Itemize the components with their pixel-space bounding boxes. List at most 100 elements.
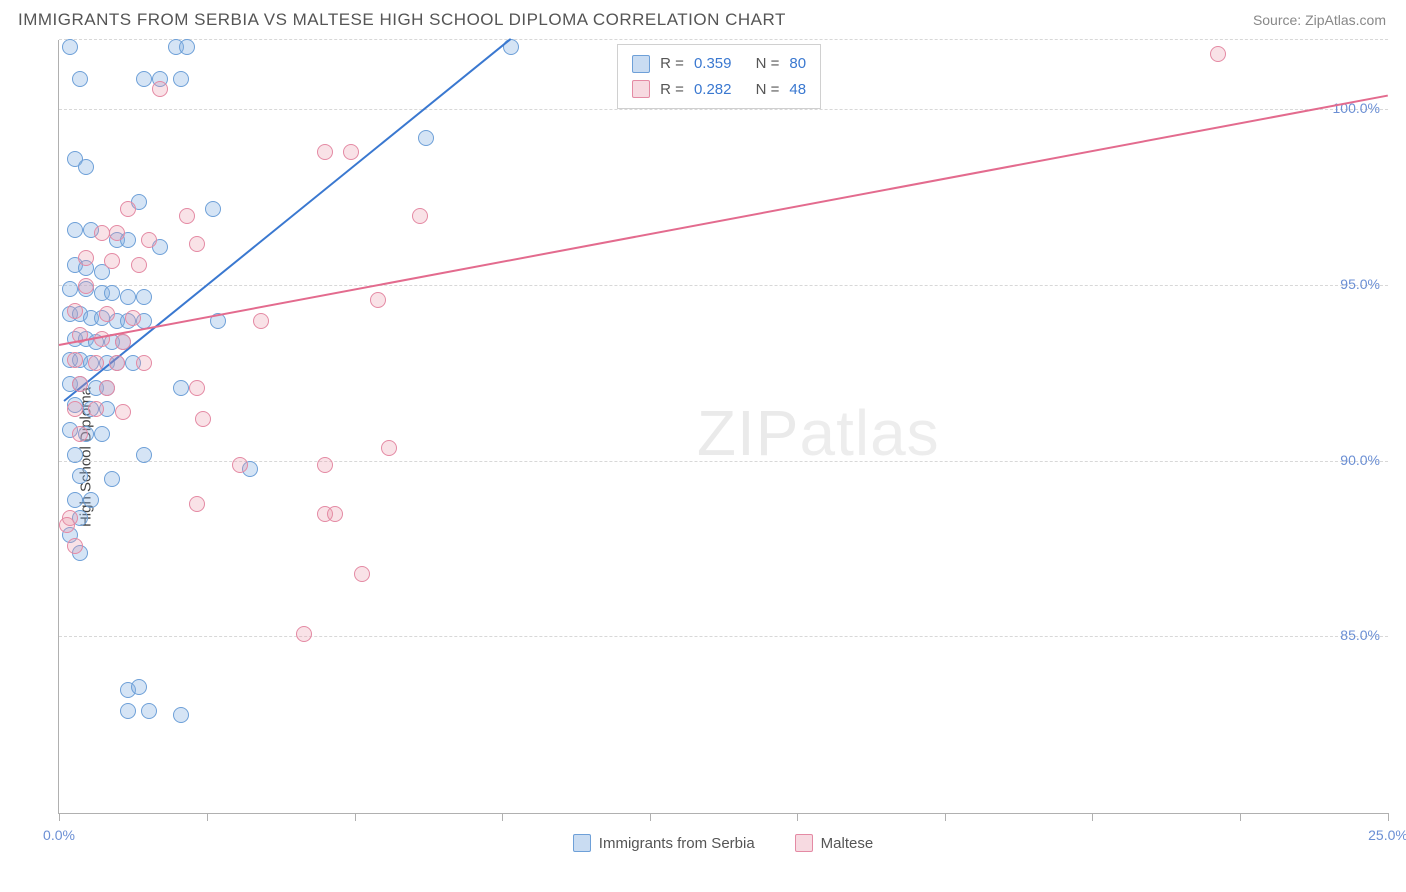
gridline [59,39,1388,40]
x-tick [355,813,356,821]
watermark: ZIPatlas [697,396,940,470]
data-point-maltese [253,313,269,329]
data-point-serbia [120,703,136,719]
legend-row-serbia: R = 0.359 N = 80 [632,51,806,77]
source-name: ZipAtlas.com [1305,12,1386,28]
plot-area: ZIPatlas R = 0.359 N = 80 R = 0.282 N = … [58,40,1388,814]
data-point-maltese [343,144,359,160]
x-tick [650,813,651,821]
data-point-serbia [104,471,120,487]
data-point-serbia [94,426,110,442]
data-point-maltese [381,440,397,456]
chart-title: IMMIGRANTS FROM SERBIA VS MALTESE HIGH S… [18,10,786,30]
data-point-maltese [232,457,248,473]
data-point-serbia [205,201,221,217]
data-point-maltese [78,278,94,294]
data-point-maltese [88,401,104,417]
data-point-maltese [88,355,104,371]
data-point-maltese [141,232,157,248]
data-point-maltese [412,208,428,224]
data-point-serbia [136,447,152,463]
data-point-maltese [125,310,141,326]
data-point-serbia [67,222,83,238]
data-point-serbia [136,289,152,305]
data-point-maltese [152,81,168,97]
trend-line-maltese [59,94,1388,345]
data-point-serbia [62,39,78,55]
x-tick [502,813,503,821]
swatch-serbia [573,834,591,852]
n-label: N = [756,51,780,77]
data-point-maltese [317,144,333,160]
legend-item-serbia: Immigrants from Serbia [573,834,755,852]
legend-row-maltese: R = 0.282 N = 48 [632,77,806,103]
data-point-maltese [94,225,110,241]
data-point-maltese [67,538,83,554]
data-point-serbia [418,130,434,146]
swatch-maltese [632,80,650,98]
gridline [59,109,1388,110]
data-point-maltese [109,355,125,371]
data-point-serbia [62,281,78,297]
watermark-bold: ZIP [697,397,800,469]
data-point-maltese [59,517,75,533]
data-point-serbia [67,492,83,508]
data-point-maltese [327,506,343,522]
data-point-serbia [173,380,189,396]
trend-line-serbia [64,38,512,401]
data-point-maltese [189,380,205,396]
data-point-maltese [195,411,211,427]
watermark-thin: atlas [799,397,939,469]
data-point-maltese [115,404,131,420]
data-point-maltese [317,457,333,473]
gridline [59,636,1388,637]
data-point-maltese [136,355,152,371]
data-point-maltese [131,257,147,273]
source-attribution: Source: ZipAtlas.com [1253,12,1386,28]
source-prefix: Source: [1253,12,1305,28]
data-point-maltese [67,352,83,368]
data-point-serbia [83,492,99,508]
y-tick-label: 90.0% [1340,452,1380,468]
r-label: R = [660,51,684,77]
data-point-maltese [189,236,205,252]
swatch-maltese [795,834,813,852]
data-point-serbia [72,71,88,87]
data-point-maltese [104,253,120,269]
data-point-maltese [99,380,115,396]
data-point-maltese [72,426,88,442]
data-point-maltese [179,208,195,224]
legend-label-maltese: Maltese [821,835,874,852]
x-tick [1092,813,1093,821]
data-point-serbia [136,71,152,87]
r-label: R = [660,77,684,103]
data-point-maltese [99,306,115,322]
data-point-serbia [173,707,189,723]
data-point-serbia [179,39,195,55]
n-value-maltese: 48 [789,77,806,103]
data-point-maltese [354,566,370,582]
n-label: N = [756,77,780,103]
data-point-serbia [104,285,120,301]
data-point-serbia [173,71,189,87]
data-point-maltese [78,250,94,266]
series-legend: Immigrants from Serbia Maltese [58,834,1388,852]
data-point-serbia [78,159,94,175]
data-point-maltese [72,376,88,392]
r-value-serbia: 0.359 [694,51,732,77]
r-value-maltese: 0.282 [694,77,732,103]
data-point-maltese [189,496,205,512]
x-tick [945,813,946,821]
y-tick-label: 85.0% [1340,627,1380,643]
data-point-maltese [67,303,83,319]
data-point-serbia [120,289,136,305]
data-point-maltese [120,201,136,217]
gridline [59,285,1388,286]
correlation-legend: R = 0.359 N = 80 R = 0.282 N = 48 [617,44,821,109]
y-tick-label: 95.0% [1340,276,1380,292]
data-point-maltese [1210,46,1226,62]
x-tick [59,813,60,821]
data-point-maltese [115,334,131,350]
data-point-serbia [72,468,88,484]
data-point-maltese [67,401,83,417]
